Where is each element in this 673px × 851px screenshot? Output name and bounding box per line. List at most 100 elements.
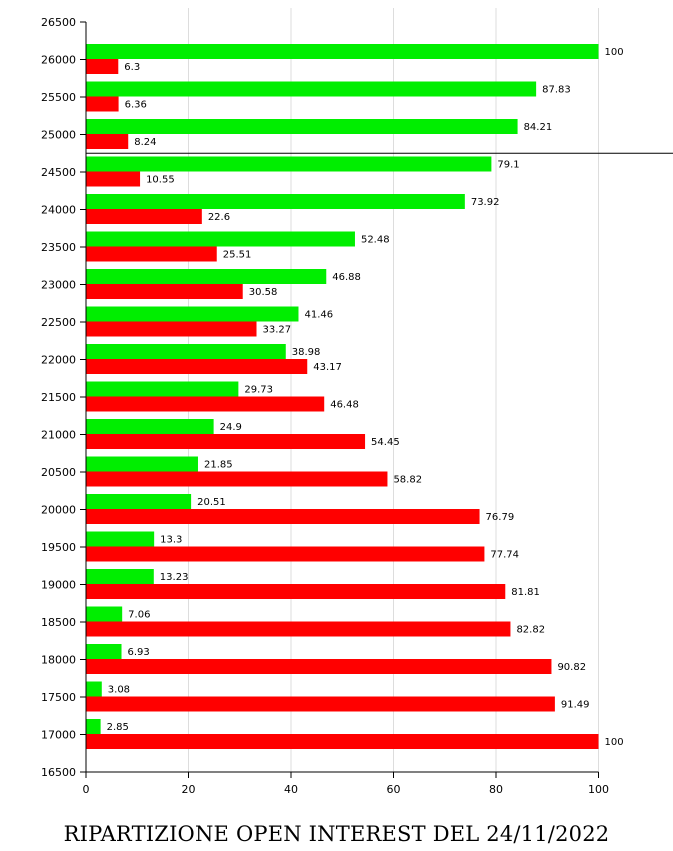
data-label: 6.93 <box>128 647 150 658</box>
bar <box>86 719 101 734</box>
bar <box>86 681 102 697</box>
data-label: 91.49 <box>561 700 590 711</box>
data-label: 46.88 <box>332 272 361 283</box>
data-label: 33.27 <box>263 325 292 336</box>
y-tick-label: 25000 <box>41 129 76 142</box>
data-label: 41.46 <box>304 310 333 321</box>
data-label: 52.48 <box>361 235 390 246</box>
data-label: 54.45 <box>371 437 400 448</box>
data-label: 100 <box>605 47 624 58</box>
data-label: 7.06 <box>128 610 150 621</box>
data-label: 30.58 <box>249 287 278 298</box>
axes: 26500 26000 25500 25000 24500 24000 23500 23000… <box>41 16 609 796</box>
bar <box>86 531 155 547</box>
bar <box>86 644 122 659</box>
x-tick-label: 100 <box>588 783 609 796</box>
bar <box>86 659 552 674</box>
x-tick-label: 20 <box>182 783 196 796</box>
y-tick-label: 18000 <box>41 654 76 667</box>
data-label: 13.3 <box>160 535 182 546</box>
y-tick-label: 22000 <box>41 354 76 367</box>
data-label: 43.17 <box>313 362 342 373</box>
bar <box>86 569 154 584</box>
data-label: 21.85 <box>204 460 233 471</box>
bar <box>86 509 480 524</box>
bar <box>86 734 599 749</box>
data-label: 6.36 <box>125 100 147 111</box>
y-tick-label: 17500 <box>41 691 76 704</box>
y-tick-label: 23500 <box>41 241 76 254</box>
y-tick-label: 19500 <box>41 541 76 554</box>
y-tick-label: 23000 <box>41 279 76 292</box>
bar <box>86 456 198 472</box>
bar <box>86 44 599 59</box>
bar <box>86 359 308 374</box>
y-tick-label: 19000 <box>41 579 76 592</box>
bar <box>86 494 192 509</box>
bar <box>86 284 243 299</box>
bar <box>86 621 511 637</box>
bar <box>86 434 366 449</box>
data-label: 76.79 <box>486 512 515 523</box>
bar <box>86 194 465 209</box>
bar <box>86 584 506 599</box>
y-tick-label: 22500 <box>41 316 76 329</box>
x-tick-label: 80 <box>489 783 503 796</box>
y-tick-label: 26500 <box>41 16 76 29</box>
data-label: 84.21 <box>524 122 553 133</box>
data-label: 81.81 <box>511 587 540 598</box>
y-tick-label: 24000 <box>41 204 76 217</box>
bar <box>86 696 555 712</box>
x-tick-label: 0 <box>83 783 90 796</box>
data-label: 100 <box>605 737 624 748</box>
data-label: 6.3 <box>124 62 140 73</box>
data-label: 13.23 <box>160 572 189 583</box>
data-label: 25.51 <box>223 250 252 261</box>
open-interest-chart: 100 6.3 87.83 6.36 84.21 8.24 79.1 10.55 73.92 22… <box>41 8 673 796</box>
data-label: 10.55 <box>146 175 175 186</box>
data-label: 8.24 <box>134 137 156 148</box>
y-tick-label: 21500 <box>41 391 76 404</box>
bar <box>86 306 299 322</box>
data-label: 73.92 <box>471 197 500 208</box>
y-tick-label: 16500 <box>41 766 76 779</box>
bar <box>86 396 325 412</box>
data-label: 3.08 <box>108 685 130 696</box>
x-tick-label: 40 <box>284 783 298 796</box>
data-label: 77.74 <box>490 550 519 561</box>
data-label: 79.1 <box>497 160 519 171</box>
bar <box>86 606 123 622</box>
grid-lines <box>188 8 599 772</box>
bar <box>86 471 388 487</box>
data-label: 38.98 <box>292 347 321 358</box>
bar <box>86 246 217 262</box>
bars: 100 6.3 87.83 6.36 84.21 8.24 79.1 10.55 73.92 22… <box>86 44 624 749</box>
y-tick-label: 25500 <box>41 91 76 104</box>
y-tick-label: 20500 <box>41 466 76 479</box>
data-label: 24.9 <box>220 422 242 433</box>
data-label: 29.73 <box>244 385 273 396</box>
data-label: 2.85 <box>107 722 129 733</box>
data-label: 87.83 <box>542 85 571 96</box>
bar <box>86 59 119 74</box>
bar <box>86 269 327 284</box>
y-tick-label: 21000 <box>41 429 76 442</box>
x-tick-label: 60 <box>387 783 401 796</box>
y-tick-label: 24500 <box>41 166 76 179</box>
bar <box>86 344 286 359</box>
bar <box>86 96 119 112</box>
data-label: 20.51 <box>197 497 226 508</box>
bar <box>86 156 492 172</box>
bar <box>86 546 485 562</box>
chart-title: RIPARTIZIONE OPEN INTEREST DEL 24/11/202… <box>63 822 610 846</box>
y-tick-label: 26000 <box>41 54 76 67</box>
bar <box>86 381 239 397</box>
bar <box>86 119 518 134</box>
bar <box>86 231 355 247</box>
bar <box>86 171 141 187</box>
y-tick-label: 17000 <box>41 729 76 742</box>
y-tick-label: 18500 <box>41 616 76 629</box>
data-label: 46.48 <box>330 400 359 411</box>
data-label: 58.82 <box>393 475 422 486</box>
bar <box>86 209 202 224</box>
